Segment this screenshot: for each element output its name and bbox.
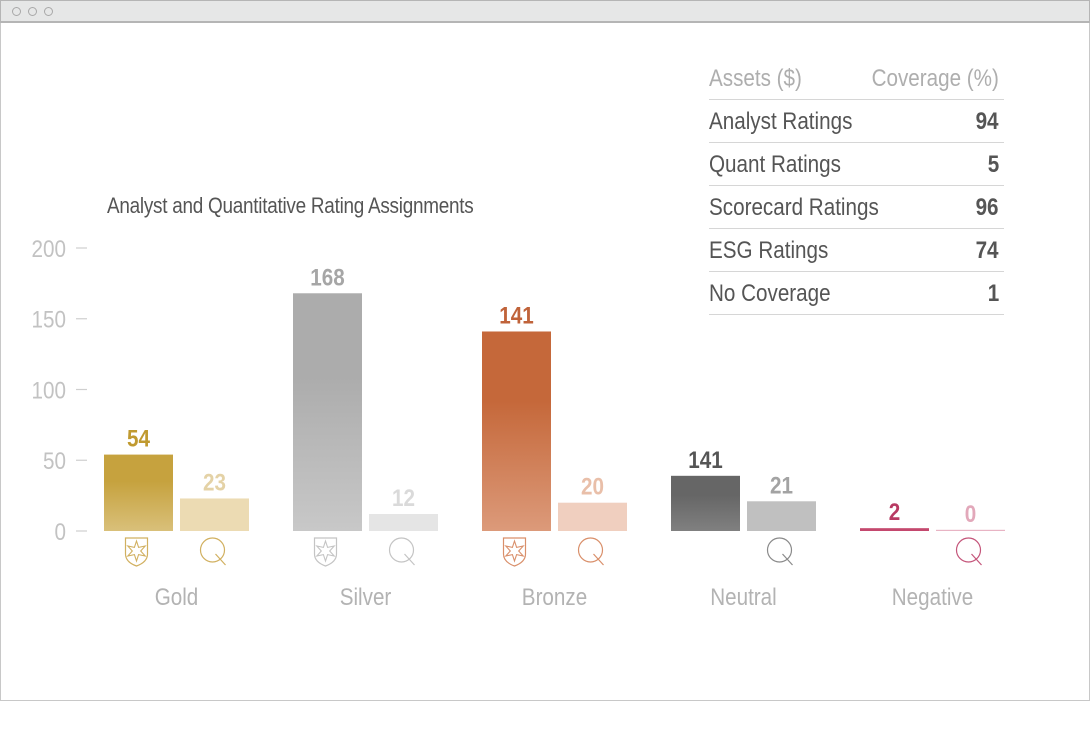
close-window-button[interactable] [12,7,21,16]
row-label: No Coverage [709,280,831,307]
header-assets: Assets ($) [709,65,802,92]
maximize-window-button[interactable] [44,7,53,16]
table-header: Assets ($) Coverage (%) [709,64,1004,100]
title-bar [0,0,1090,23]
header-coverage: Coverage (%) [871,65,999,92]
row-label: ESG Ratings [709,237,829,264]
table-row: Scorecard Ratings 96 [709,186,1004,229]
row-value: 5 [987,151,999,178]
row-value: 96 [975,194,999,221]
coverage-table: Assets ($) Coverage (%) Analyst Ratings … [709,64,1004,315]
minimize-window-button[interactable] [28,7,37,16]
row-value: 1 [987,280,999,307]
chart-title: Analyst and Quantitative Rating Assignme… [107,193,474,218]
row-label: Scorecard Ratings [709,194,879,221]
table-row: Quant Ratings 5 [709,143,1004,186]
row-value: 74 [975,237,999,264]
table-row: ESG Ratings 74 [709,229,1004,272]
row-value: 94 [975,108,999,135]
table-row: Analyst Ratings 94 [709,100,1004,143]
row-label: Quant Ratings [709,151,841,178]
table-row: No Coverage 1 [709,272,1004,315]
row-label: Analyst Ratings [709,108,853,135]
